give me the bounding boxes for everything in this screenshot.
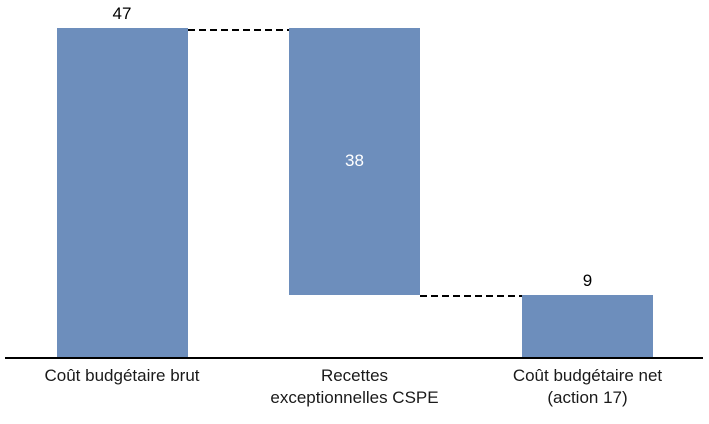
category-label-cout-budgetaire-brut: Coût budgétaire brut: [44, 366, 200, 385]
bar-value-label-47: 47: [112, 4, 132, 23]
connector-level-47: [187, 28, 289, 31]
bar-cout-budgetaire-net: [522, 294, 653, 358]
connector-level-9: [420, 295, 522, 298]
category-label-cout-budgetaire-net: Coût budgétaire net (action 17): [512, 366, 663, 407]
category-label-recettes-exceptionnelles-cspe: Recettes exceptionnelles CSPE: [270, 366, 439, 407]
x-axis-line: [5, 357, 703, 359]
bar-cout-budgetaire-brut: [56, 28, 188, 358]
bar-recettes-exceptionnelles-cspe: [289, 28, 420, 295]
bar-value-label-38: 38: [345, 151, 364, 171]
bar-value-label-9: 9: [582, 270, 593, 290]
